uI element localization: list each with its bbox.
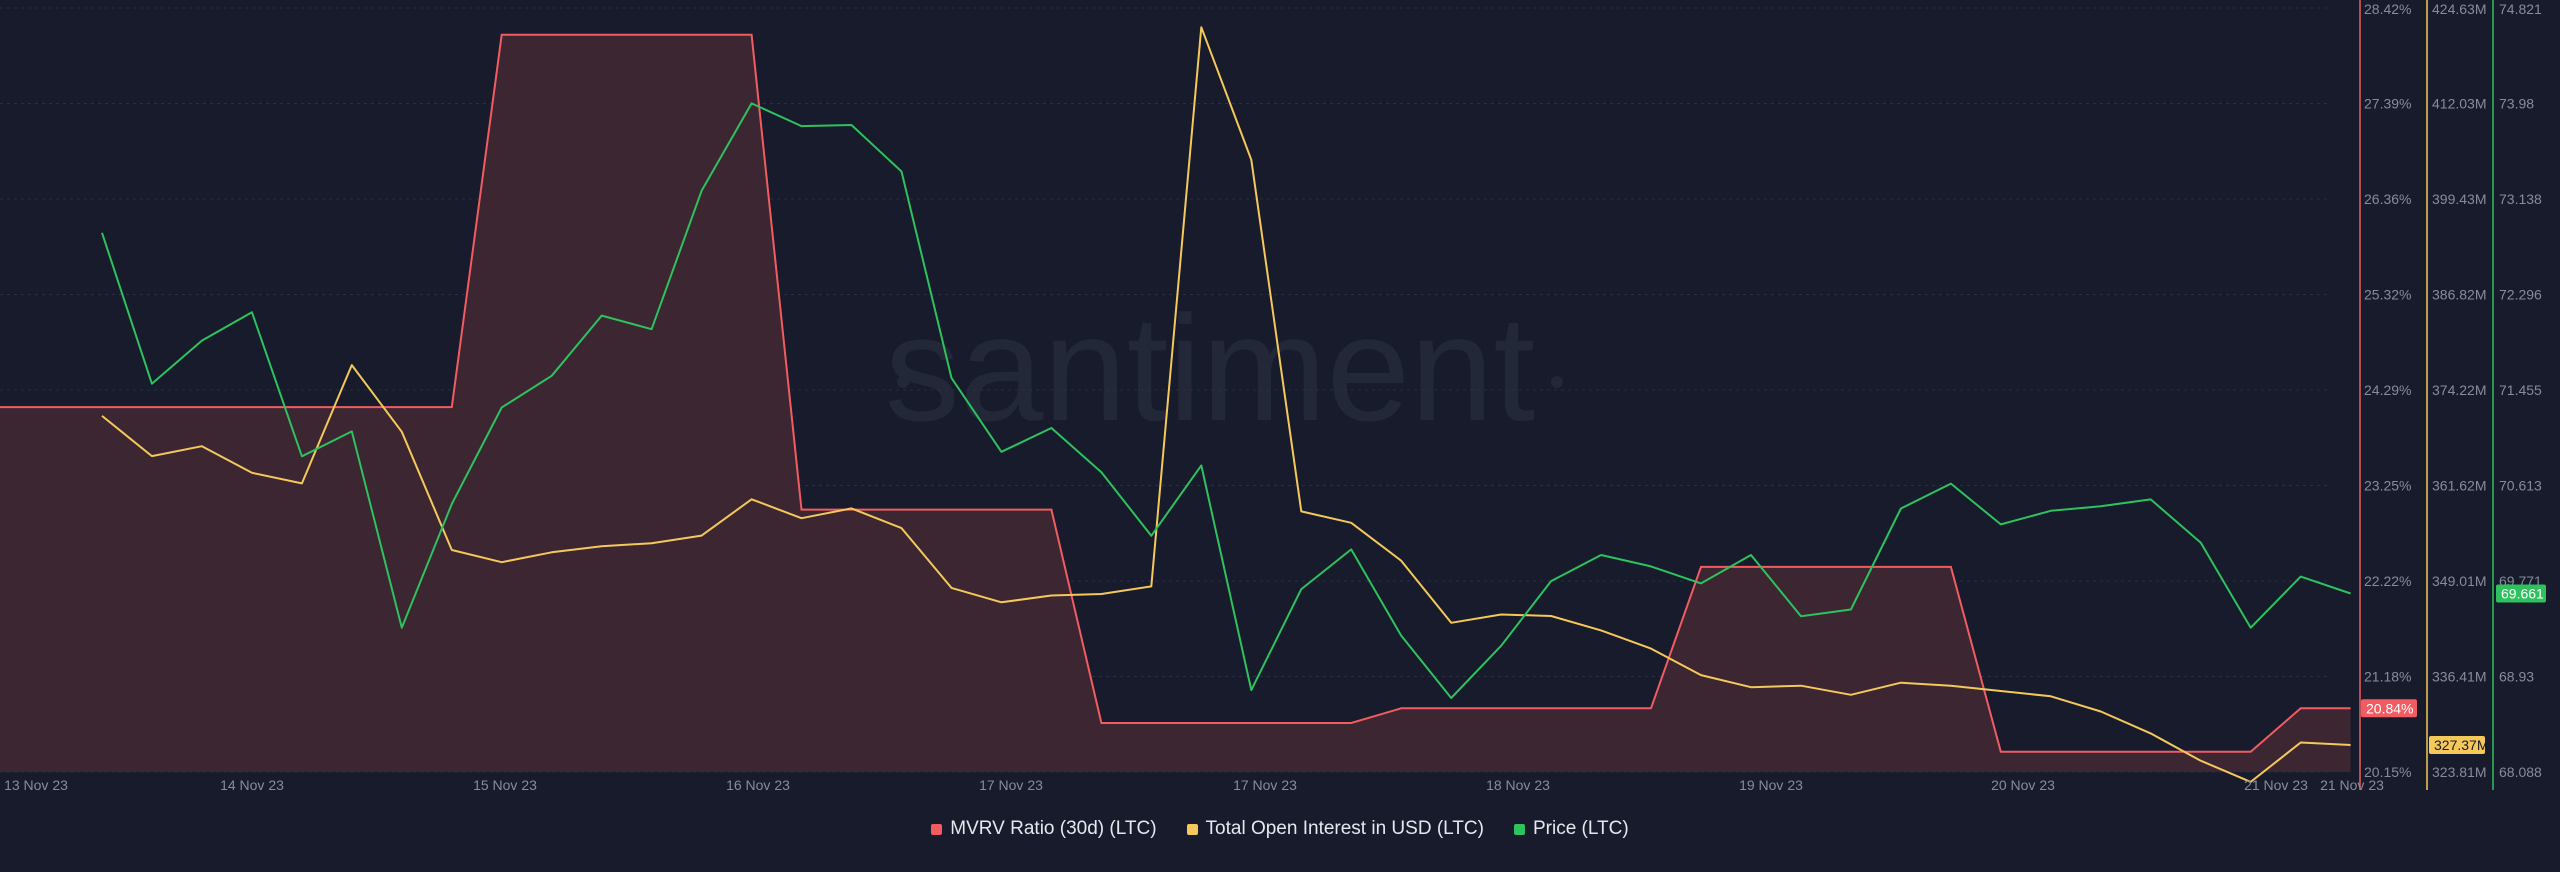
legend-item-price[interactable]: Price (LTC) bbox=[1513, 818, 1629, 840]
current-value-label-mvrv: 20.84% bbox=[2366, 700, 2413, 716]
x-tick-label: 18 Nov 23 bbox=[1486, 777, 1550, 793]
axis-tick-label-mvrv: 20.15% bbox=[2364, 764, 2411, 780]
axis-tick-label-open-interest: 399.43M bbox=[2432, 191, 2486, 207]
axis-tick-label-open-interest: 361.62M bbox=[2432, 478, 2486, 494]
x-axis: 13 Nov 23 14 Nov 23 15 Nov 23 16 Nov 23 17 N… bbox=[4, 777, 2384, 793]
x-tick-label: 21 Nov 23 bbox=[2320, 777, 2384, 793]
legend-swatch-price bbox=[1513, 823, 1525, 835]
axis-tick-label-open-interest: 424.63M bbox=[2432, 1, 2486, 17]
series-layer bbox=[0, 26, 2351, 783]
current-value-badge-mvrv bbox=[2361, 699, 2417, 718]
axis-tick-label-mvrv: 25.32% bbox=[2364, 287, 2411, 303]
x-tick-label: 15 Nov 23 bbox=[473, 777, 537, 793]
watermark: santiment bbox=[885, 284, 1535, 452]
axis-tick-label-price: 71.455 bbox=[2499, 382, 2542, 398]
axis-tick-label-price: 68.088 bbox=[2499, 764, 2542, 780]
axis-tick-label-price: 74.821 bbox=[2499, 1, 2542, 17]
axes: 28.42% 27.39% 26.36% 25.32% 24.29% 23.25% 22.2… bbox=[2359, 0, 2546, 790]
axis-tick-label-open-interest: 349.01M bbox=[2432, 573, 2486, 589]
axis-tick-label-open-interest: 323.81M bbox=[2432, 764, 2486, 780]
axis-tick-label-open-interest: 412.03M bbox=[2432, 96, 2486, 112]
axis-tick-label-price: 73.138 bbox=[2499, 191, 2542, 207]
legend-label-open-interest: Total Open Interest in USD (LTC) bbox=[1205, 818, 1484, 839]
x-tick-label: 13 Nov 23 bbox=[4, 777, 68, 793]
x-tick-label: 17 Nov 23 bbox=[1233, 777, 1297, 793]
series-area-mvrv bbox=[0, 34, 2351, 773]
axis-tick-label-mvrv: 24.29% bbox=[2364, 382, 2411, 398]
legend-label-price: Price (LTC) bbox=[1532, 818, 1629, 839]
current-value-badge-price bbox=[2496, 584, 2546, 603]
x-tick-label: 19 Nov 23 bbox=[1739, 777, 1803, 793]
series-line-price bbox=[101, 102, 2351, 699]
axis-tick-label-price: 73.98 bbox=[2499, 96, 2534, 112]
axis-tick-label-mvrv: 27.39% bbox=[2364, 96, 2411, 112]
legend-swatch-mvrv bbox=[931, 823, 943, 835]
legend-swatch-open-interest bbox=[1186, 823, 1198, 835]
axis-tick-label-open-interest: 386.82M bbox=[2432, 287, 2486, 303]
current-value-label-price: 69.661 bbox=[2501, 586, 2544, 602]
x-tick-label: 20 Nov 23 bbox=[1991, 777, 2055, 793]
legend-label-mvrv: MVRV Ratio (30d) (LTC) bbox=[950, 818, 1157, 839]
legend-item-mvrv[interactable]: MVRV Ratio (30d) (LTC) bbox=[931, 818, 1157, 840]
axis-tick-label-price: 70.613 bbox=[2499, 478, 2542, 494]
axis-tick-label-mvrv: 28.42% bbox=[2364, 1, 2411, 17]
watermark-dot-right bbox=[1551, 376, 1563, 388]
series-line-open-interest bbox=[101, 26, 2351, 783]
axis-tick-label-mvrv: 23.25% bbox=[2364, 478, 2411, 494]
axis-tick-label-price: 68.93 bbox=[2499, 669, 2534, 685]
legend-item-open-interest[interactable]: Total Open Interest in USD (LTC) bbox=[1186, 818, 1484, 840]
axis-tick-label-open-interest: 336.41M bbox=[2432, 669, 2486, 685]
x-tick-label: 14 Nov 23 bbox=[220, 777, 284, 793]
current-value-badge-open-interest bbox=[2429, 736, 2485, 755]
axis-tick-label-price: 72.296 bbox=[2499, 287, 2542, 303]
axis-tick-label-mvrv: 21.18% bbox=[2364, 669, 2411, 685]
legend: MVRV Ratio (30d) (LTC) Total Open Intere… bbox=[0, 818, 2560, 840]
series-line-mvrv bbox=[0, 33, 2351, 753]
x-tick-label: 17 Nov 23 bbox=[979, 777, 1043, 793]
watermark-dot-left bbox=[897, 376, 909, 388]
x-tick-label: 21 Nov 23 bbox=[2244, 777, 2308, 793]
axis-tick-label-mvrv: 26.36% bbox=[2364, 191, 2411, 207]
current-value-label-open-interest: 327.37M bbox=[2434, 737, 2488, 753]
x-tick-label: 16 Nov 23 bbox=[726, 777, 790, 793]
axis-tick-label-open-interest: 374.22M bbox=[2432, 382, 2486, 398]
axis-tick-label-mvrv: 22.22% bbox=[2364, 573, 2411, 589]
